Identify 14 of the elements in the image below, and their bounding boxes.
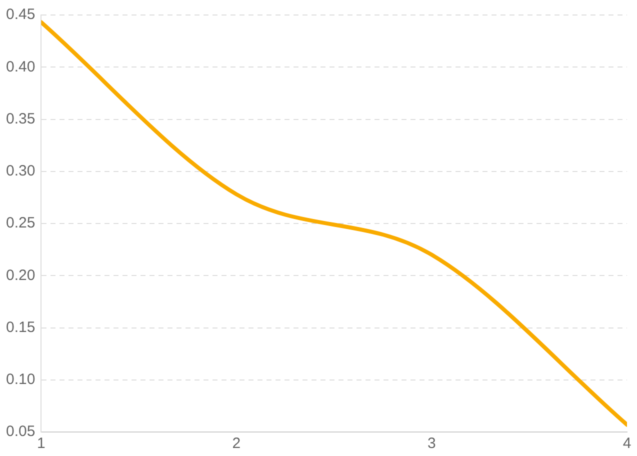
y-tick-label: 0.45 [6,6,36,24]
y-tick-label: 0.35 [6,110,36,128]
y-tick-label: 0.25 [6,214,36,232]
y-tick-label: 0.05 [6,423,36,440]
line-series [41,20,627,427]
y-tick-label: 0.20 [6,266,36,284]
x-tick-label: 1 [37,435,46,452]
y-tick-label: 0.40 [6,58,36,76]
y-tick-label: 0.15 [6,318,36,336]
x-tick-label: 3 [428,435,436,452]
y-tick-label: 0.10 [6,371,36,388]
x-tick-label: 2 [232,435,241,452]
y-tick-label: 0.30 [6,162,36,180]
x-tick-label: 4 [622,435,632,452]
